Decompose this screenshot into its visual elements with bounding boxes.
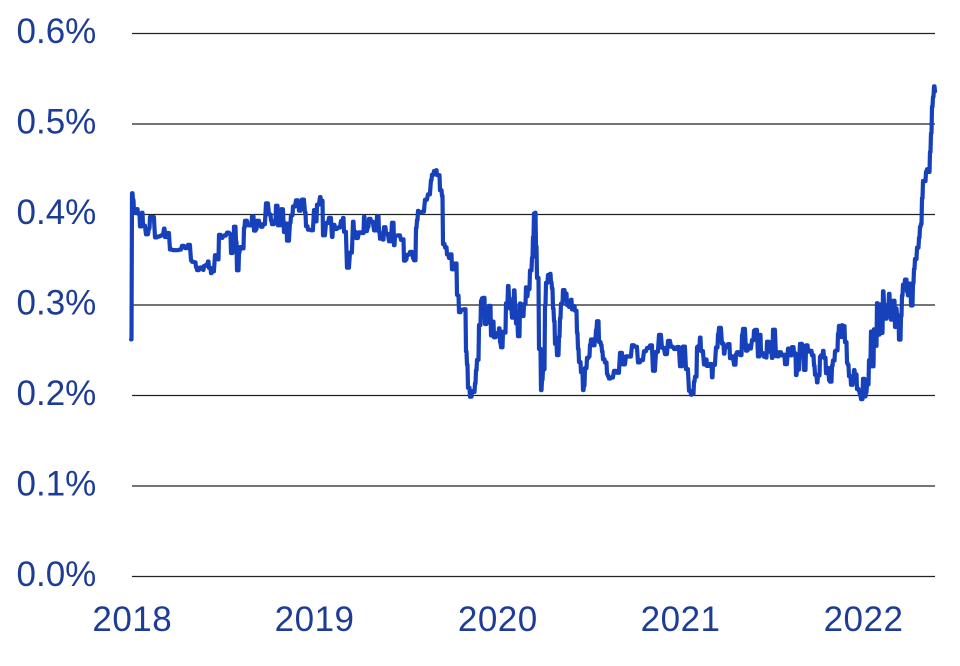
svg-text:0.3%: 0.3% bbox=[17, 284, 97, 323]
svg-text:2018: 2018 bbox=[92, 600, 172, 639]
svg-text:0.6%: 0.6% bbox=[17, 12, 97, 51]
svg-text:2021: 2021 bbox=[641, 600, 721, 639]
svg-text:0.2%: 0.2% bbox=[17, 374, 97, 413]
svg-text:0.1%: 0.1% bbox=[17, 465, 97, 504]
svg-text:0.0%: 0.0% bbox=[17, 555, 97, 594]
svg-text:2020: 2020 bbox=[458, 600, 538, 639]
svg-text:0.4%: 0.4% bbox=[17, 193, 97, 232]
svg-text:2019: 2019 bbox=[275, 600, 355, 639]
svg-text:0.5%: 0.5% bbox=[17, 103, 97, 142]
svg-text:2022: 2022 bbox=[824, 600, 904, 639]
